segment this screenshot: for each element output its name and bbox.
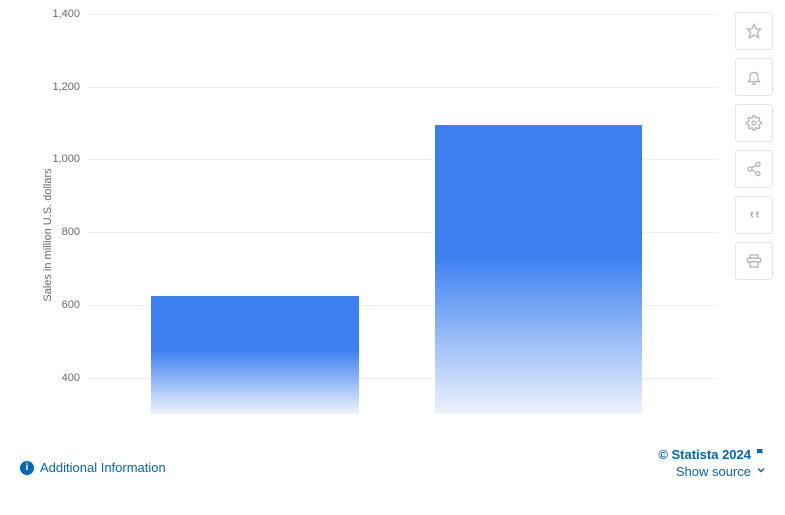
gridline xyxy=(88,14,718,15)
y-tick-label: 600 xyxy=(40,299,80,311)
chart-toolbar xyxy=(735,12,773,280)
show-source-link[interactable]: Show source xyxy=(658,464,767,479)
settings-button[interactable] xyxy=(735,104,773,142)
info-icon: i xyxy=(20,461,34,475)
chevron-down-icon xyxy=(755,464,767,479)
chart-container: Sales in million U.S. dollars 4006008001… xyxy=(0,0,785,515)
favorite-button[interactable] xyxy=(735,12,773,50)
bell-icon xyxy=(746,69,762,85)
additional-info-label: Additional Information xyxy=(40,460,166,475)
print-icon xyxy=(746,253,762,269)
notify-button[interactable] xyxy=(735,58,773,96)
bar[interactable] xyxy=(151,296,359,414)
gridline xyxy=(88,87,718,88)
y-tick-label: 800 xyxy=(40,226,80,238)
y-tick-label: 1,200 xyxy=(40,81,80,93)
show-source-label: Show source xyxy=(676,464,751,479)
plot-area xyxy=(88,14,718,414)
share-icon xyxy=(746,161,762,177)
y-tick-label: 1,000 xyxy=(40,153,80,165)
footer-right: © Statista 2024 Show source xyxy=(658,447,767,479)
share-button[interactable] xyxy=(735,150,773,188)
gear-icon xyxy=(746,115,762,131)
y-tick-label: 1,400 xyxy=(40,8,80,20)
quote-icon xyxy=(746,207,762,223)
additional-info-link[interactable]: i Additional Information xyxy=(20,460,166,475)
cite-button[interactable] xyxy=(735,196,773,234)
flag-icon xyxy=(755,447,767,462)
print-button[interactable] xyxy=(735,242,773,280)
star-icon xyxy=(746,23,762,39)
copyright: © Statista 2024 xyxy=(658,447,767,462)
copyright-text: © Statista 2024 xyxy=(658,447,751,462)
y-tick-label: 400 xyxy=(40,372,80,384)
bar[interactable] xyxy=(435,125,643,414)
